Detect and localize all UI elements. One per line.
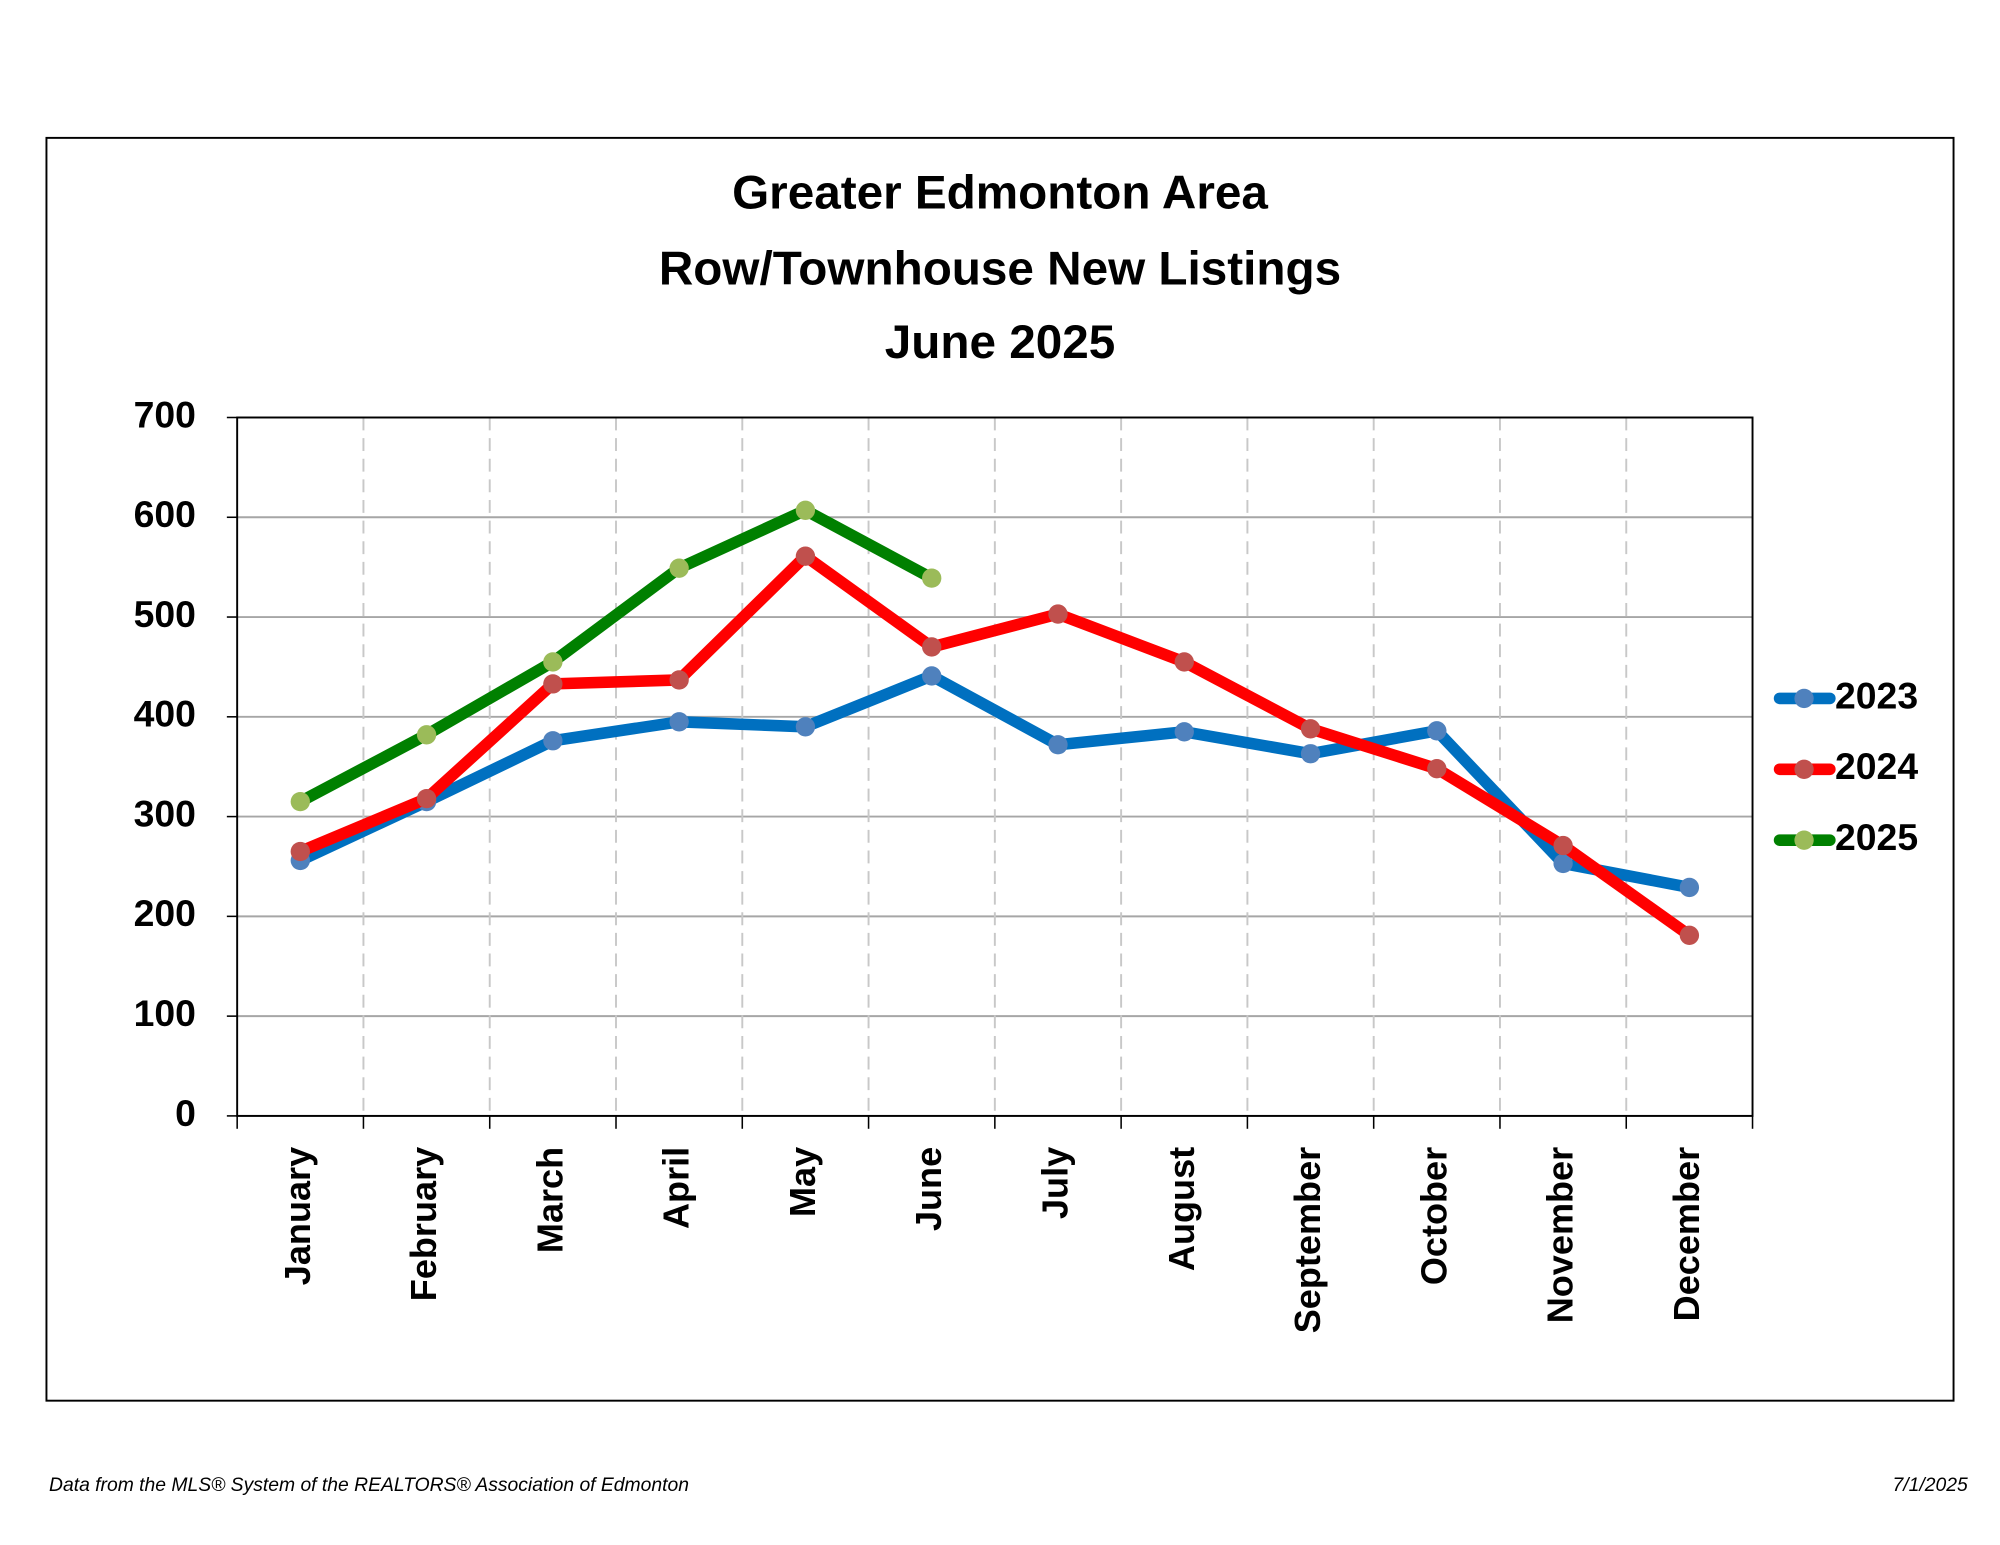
x-tick-label: October [1413,1147,1454,1285]
legend-marker [1794,830,1814,850]
data-point [922,666,942,686]
series-line [294,550,1696,942]
x-tick-label: June [908,1147,949,1231]
data-point [795,500,816,520]
chart-title: June 2025 [885,316,1116,369]
data-point [1174,722,1194,742]
data-point [416,788,437,809]
legend-marker [1794,688,1814,709]
data-point [1679,877,1700,898]
data-point [290,791,310,812]
data-point [922,568,942,588]
data-point [669,558,689,578]
y-tick-label: 700 [134,393,196,435]
data-point [1679,925,1700,945]
data-point [669,670,689,690]
data-point [1427,759,1447,779]
x-tick-label: November [1540,1147,1581,1323]
y-tick-label: 0 [175,1092,196,1134]
data-point [1300,744,1321,764]
x-tick-label: July [1035,1147,1076,1219]
data-point [1553,835,1573,856]
y-tick-label: 500 [134,593,196,635]
x-tick-label: September [1287,1147,1328,1333]
data-point [922,637,942,657]
data-point [416,725,437,745]
x-tick-label: March [529,1147,570,1253]
chart-title: Row/Townhouse New Listings [659,242,1341,295]
y-tick-label: 400 [134,693,196,735]
legend-marker [1794,759,1814,779]
data-point [669,712,689,732]
series-line [294,670,1696,894]
y-tick-label: 300 [134,792,196,834]
x-tick-label: May [782,1147,823,1217]
legend-label: 2025 [1835,816,1918,858]
data-point [1174,652,1194,672]
chart-title: Greater Edmonton Area [732,166,1268,219]
data-point [543,652,563,672]
data-point [1553,853,1573,874]
data-point [795,546,816,566]
y-tick-label: 200 [134,892,196,934]
plot-area [236,416,1754,1117]
x-tick-label: April [656,1147,697,1229]
x-tick-label: August [1161,1147,1202,1271]
source-note: Data from the MLS® System of the REALTOR… [49,1475,689,1496]
data-point [290,841,310,862]
data-point [795,717,816,737]
x-tick-label: January [277,1147,318,1285]
data-point [1048,735,1068,755]
data-point [1427,721,1447,741]
y-tick-label: 100 [134,992,196,1034]
x-tick-label: February [403,1147,444,1301]
legend-label: 2023 [1835,674,1918,716]
series-line [294,504,938,808]
x-tick-label: December [1666,1147,1707,1321]
data-point [543,674,563,694]
data-point [1048,604,1068,624]
data-point [1300,719,1321,739]
legend-label: 2024 [1835,745,1918,787]
data-point [543,731,563,751]
date-note: 7/1/2025 [1893,1475,1968,1496]
y-tick-label: 600 [134,493,196,535]
